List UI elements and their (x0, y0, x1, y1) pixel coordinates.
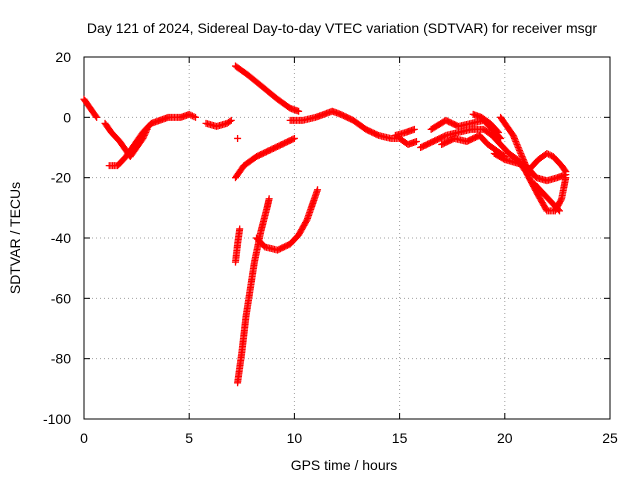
data-point (556, 207, 564, 215)
x-tick-label: 0 (80, 430, 88, 446)
series-arc-12 (391, 125, 418, 139)
series-arc-17 (490, 150, 530, 170)
grid (84, 57, 610, 419)
axis-ticks: 0 5 10 15 20 25 -100 -80 -60 -40 -20 0 20 (43, 49, 618, 446)
x-tick-label: 10 (287, 430, 303, 446)
data-point (544, 150, 552, 158)
y-tick-label: -60 (51, 290, 71, 306)
data-point (92, 112, 100, 120)
series-arc-16 (469, 110, 502, 136)
data-point (234, 134, 242, 142)
series-arc-9 (234, 195, 273, 387)
chart-title: Day 121 of 2024, Sidereal Day-to-day VTE… (87, 20, 597, 36)
x-tick-label: 15 (392, 430, 408, 446)
series-arc-7 (231, 134, 298, 182)
series-arc-13 (417, 125, 570, 215)
y-tick-label: -80 (51, 351, 71, 367)
data-point (494, 128, 502, 136)
y-tick-label: -20 (51, 170, 71, 186)
data-point (314, 186, 322, 194)
data-point (543, 150, 551, 158)
series-arc-6 (234, 134, 242, 142)
data-point (497, 134, 505, 142)
data-point (93, 113, 101, 121)
series-arc-10 (253, 186, 322, 254)
data-point (192, 113, 200, 121)
data-point (496, 133, 504, 141)
y-tick-label: 20 (55, 49, 71, 65)
data-point (562, 168, 570, 176)
data-point (187, 111, 195, 119)
x-tick-label: 5 (185, 430, 193, 446)
series-arc-1 (80, 95, 101, 121)
series-arc-4 (202, 116, 235, 130)
series-arc-8 (231, 225, 244, 266)
x-tick-label: 25 (602, 430, 618, 446)
series-arc-18 (497, 113, 570, 185)
data-point (295, 107, 303, 115)
series-arc-19 (526, 150, 570, 176)
data-points (80, 62, 570, 387)
data-point (561, 166, 569, 174)
data-point (188, 112, 196, 120)
data-point (493, 127, 501, 135)
series-arc-15 (438, 131, 509, 161)
data-point (236, 225, 244, 233)
data-point (190, 113, 198, 121)
data-point (554, 206, 562, 214)
x-axis-label: GPS time / hours (291, 457, 398, 473)
series-arc-20 (530, 180, 564, 215)
series-arc-5 (231, 62, 303, 115)
data-point (185, 110, 193, 118)
data-point (226, 117, 234, 125)
series-arc-11 (286, 107, 420, 148)
data-point (290, 134, 298, 142)
x-tick-label: 20 (497, 430, 513, 446)
data-point (546, 151, 554, 159)
plot-frame (83, 56, 611, 420)
y-tick-label: 0 (63, 109, 71, 125)
series-arc-3 (105, 110, 200, 170)
data-point (265, 195, 273, 203)
data-point (289, 135, 297, 143)
y-tick-label: -40 (51, 230, 71, 246)
y-axis-label: SDTVAR / TECUs (7, 182, 23, 294)
data-point (412, 137, 420, 145)
y-tick-label: -100 (43, 411, 71, 427)
data-point (227, 116, 235, 124)
data-point (410, 125, 418, 133)
